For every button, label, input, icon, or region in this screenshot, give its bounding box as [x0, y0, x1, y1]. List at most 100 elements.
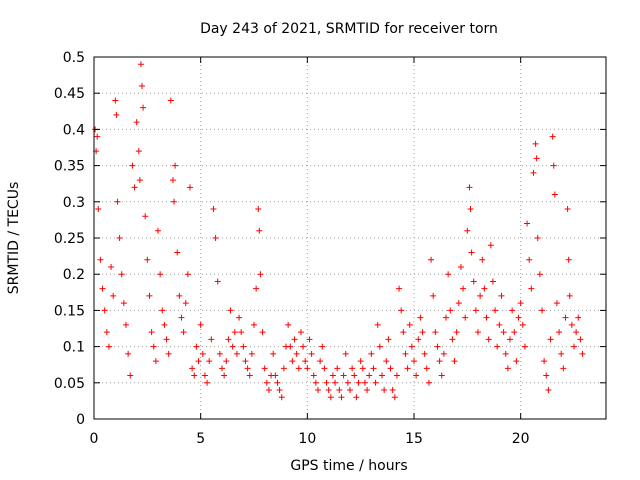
data-point — [351, 372, 358, 379]
data-point — [280, 365, 287, 372]
data-point — [502, 350, 509, 357]
axis-ticks — [93, 56, 606, 420]
data-point — [233, 350, 240, 357]
data-point — [398, 307, 405, 314]
data-point — [180, 329, 187, 336]
data-point — [515, 314, 522, 321]
data-point — [246, 372, 253, 379]
y-tick-label: 0.1 — [63, 340, 85, 356]
chart-title: Day 243 of 2021, SRMTID for receiver tor… — [200, 21, 498, 37]
data-point — [327, 394, 334, 401]
data-point — [278, 394, 285, 401]
data-point — [276, 387, 283, 394]
data-point — [402, 350, 409, 357]
data-point — [511, 329, 518, 336]
data-point — [389, 387, 396, 394]
data-point — [123, 321, 129, 328]
data-point — [127, 372, 134, 379]
data-point — [319, 343, 326, 350]
y-tick-label: 0.3 — [63, 195, 85, 211]
data-point — [408, 343, 415, 350]
data-point — [206, 358, 213, 365]
data-point — [498, 292, 505, 299]
data-point — [131, 184, 138, 191]
data-point — [532, 140, 539, 147]
data-point — [539, 307, 545, 314]
data-point — [568, 321, 575, 328]
data-point — [434, 343, 441, 350]
data-point — [308, 350, 315, 357]
data-point — [374, 321, 381, 328]
data-point — [381, 387, 388, 394]
data-point — [353, 394, 360, 401]
data-point — [550, 162, 557, 169]
data-point — [396, 285, 403, 292]
data-point — [485, 336, 492, 343]
y-tick-label: 0.45 — [54, 86, 85, 102]
x-tick-label: 15 — [405, 431, 423, 447]
data-point — [413, 372, 420, 379]
data-point — [182, 300, 189, 307]
data-point — [521, 343, 528, 350]
data-point — [148, 329, 155, 336]
data-point — [425, 379, 432, 386]
data-point — [517, 300, 524, 307]
data-point — [216, 350, 223, 357]
data-point — [467, 206, 474, 213]
data-point — [174, 249, 181, 256]
x-tick-label: 0 — [90, 431, 99, 447]
data-point — [368, 350, 375, 357]
data-point — [133, 119, 140, 126]
data-point — [376, 343, 383, 350]
data-point — [564, 206, 571, 213]
data-point — [140, 104, 147, 111]
data-point — [496, 321, 503, 328]
data-point — [383, 358, 390, 365]
data-point — [113, 111, 120, 118]
data-point — [171, 198, 177, 205]
data-point — [432, 329, 439, 336]
data-point — [152, 358, 159, 365]
data-point — [159, 307, 166, 314]
data-point — [329, 372, 336, 379]
data-point — [137, 61, 144, 68]
data-point — [125, 350, 132, 357]
data-point — [443, 314, 449, 321]
data-point — [167, 97, 174, 104]
data-point — [528, 285, 535, 292]
data-point — [253, 285, 260, 292]
y-tick-label: 0.05 — [54, 376, 85, 392]
data-point — [274, 379, 281, 386]
data-point — [184, 271, 191, 278]
data-point — [101, 307, 108, 314]
data-point — [105, 343, 112, 350]
data-point — [481, 285, 488, 292]
data-point — [315, 387, 321, 394]
data-point — [489, 278, 496, 285]
data-point — [142, 213, 149, 220]
data-point — [423, 365, 430, 372]
data-point — [300, 343, 307, 350]
data-point — [338, 394, 345, 401]
data-point — [136, 177, 143, 184]
data-point — [464, 227, 471, 234]
data-point — [176, 292, 183, 299]
data-point — [110, 292, 117, 299]
data-point — [261, 365, 268, 372]
data-point — [487, 242, 494, 249]
data-point — [178, 314, 185, 321]
data-point — [95, 206, 102, 213]
grid-lines — [94, 57, 606, 419]
data-point — [251, 321, 257, 328]
data-point — [366, 372, 373, 379]
data-point — [139, 82, 145, 89]
data-point — [114, 198, 121, 205]
data-point — [379, 372, 385, 379]
data-point — [393, 372, 400, 379]
data-point — [492, 307, 499, 314]
data-point — [229, 343, 236, 350]
data-point — [293, 350, 300, 357]
data-point — [556, 329, 563, 336]
y-tick-label: 0.35 — [54, 159, 85, 175]
data-point — [201, 372, 208, 379]
